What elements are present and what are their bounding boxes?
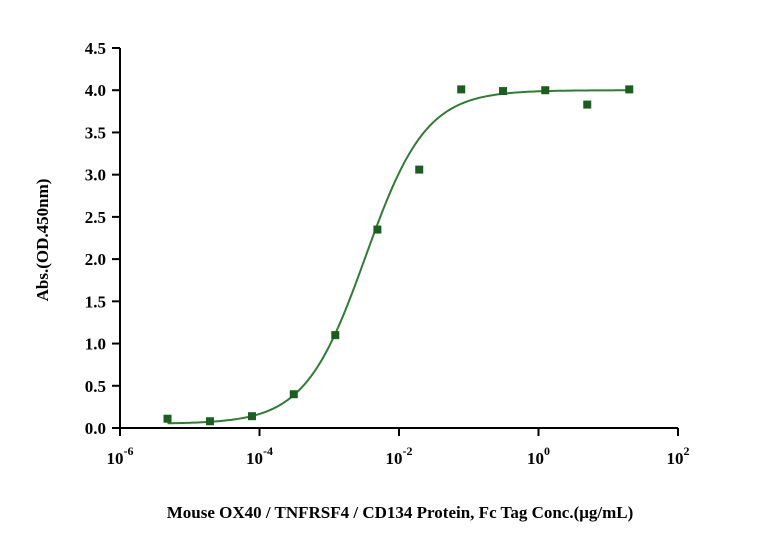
- y-tick-label: 1.0: [85, 335, 106, 354]
- y-ticks: 0.0 0.5 1.0 1.5 2.0 2.5 3.0 3.5 4.0 4.5: [85, 39, 120, 438]
- y-tick-label: 0.0: [85, 419, 106, 438]
- data-point: [331, 331, 340, 340]
- y-tick-label: 4.0: [85, 81, 106, 100]
- data-point: [247, 412, 256, 421]
- y-tick-label: 3.0: [85, 166, 106, 185]
- data-point: [205, 417, 214, 426]
- y-tick-label: 0.5: [85, 377, 106, 396]
- y-tick-label: 1.5: [85, 292, 106, 311]
- data-point: [415, 165, 424, 174]
- data-point: [625, 85, 634, 94]
- x-tick-label: 10-4: [246, 444, 273, 468]
- data-point: [541, 86, 550, 95]
- data-point: [373, 225, 382, 234]
- y-tick-label: 2.0: [85, 250, 106, 269]
- data-point: [163, 414, 172, 423]
- fit-curve: [167, 89, 630, 425]
- y-tick-label: 4.5: [85, 39, 106, 58]
- x-ticks: 10-6 10-4 10-2 100 102: [107, 428, 690, 468]
- data-point: [289, 390, 298, 399]
- x-tick-label: 102: [667, 444, 690, 468]
- data-point: [583, 100, 592, 109]
- x-axis-title: Mouse OX40 / TNFRSF4 / CD134 Protein, Fc…: [167, 503, 634, 522]
- data-point: [457, 85, 466, 94]
- y-axis-title: Abs.(OD.450nm): [33, 179, 52, 302]
- y-tick-label: 3.5: [85, 123, 106, 142]
- data-points: [163, 85, 634, 426]
- axes: [119, 48, 678, 429]
- x-tick-label: 10-6: [107, 444, 134, 468]
- x-tick-label: 100: [527, 444, 550, 468]
- data-point: [499, 87, 508, 96]
- x-tick-label: 10-2: [386, 444, 413, 468]
- y-tick-label: 2.5: [85, 208, 106, 227]
